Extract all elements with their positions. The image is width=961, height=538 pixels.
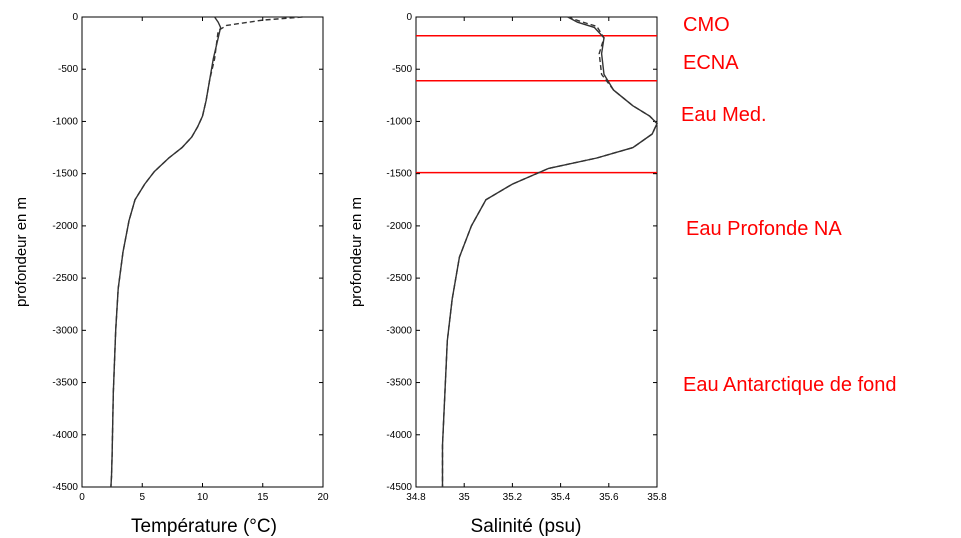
y-tick-label: -1500 [52,169,78,180]
y-tick-label: -4500 [386,482,412,493]
temperature-y-axis-label: profondeur en m [13,197,30,307]
temperature-x-ticks: 0 5 10 15 20 [79,17,329,503]
salinity-x-axis-label: Salinité (psu) [471,516,582,537]
temperature-profile-line-solid [110,16,222,488]
temperature-x-axis-label: Température (°C) [131,516,277,537]
label-ecna: ECNA [683,52,739,74]
water-mass-labels: CMO ECNA Eau Med. Eau Profonde NA Eau An… [681,14,897,396]
x-tick-label: 10 [197,492,209,503]
temperature-profile-line-dashed [110,16,303,488]
temperature-series [110,16,303,488]
x-tick-label: 20 [317,492,329,503]
temperature-panel: 0 -500 -1000 -1500 -2000 -2500 -3000 -3500 -4000… [13,12,329,537]
label-cmo: CMO [683,14,730,36]
y-tick-label: -3500 [52,378,78,389]
x-tick-label: 35 [459,492,471,503]
y-tick-label: -1000 [52,116,78,127]
label-eau-profonde-na: Eau Profonde NA [686,218,842,240]
salinity-plot-frame [415,16,658,488]
x-tick-label: 35.6 [599,492,619,503]
y-tick-label: -1000 [386,116,412,127]
y-tick-label: -3000 [386,325,412,336]
x-tick-label: 34.8 [406,492,426,503]
y-tick-label: -4000 [386,430,412,441]
y-tick-label: -2500 [52,273,78,284]
salinity-layer-boundaries [416,35,657,174]
y-tick-label: -2500 [386,273,412,284]
salinity-profile-line-solid [441,16,658,487]
salinity-y-ticks: 0 -500 -1000 -1500 -2000 -2500 -3000 -3500 -4000… [386,12,657,493]
temperature-y-ticks: 0 -500 -1000 -1500 -2000 -2500 -3000 -3500 -4000… [52,12,323,493]
x-tick-label: 15 [257,492,269,503]
salinity-panel: 0 -500 -1000 -1500 -2000 -2500 -3000 -3500 -4000… [348,12,667,537]
x-tick-label: 35.2 [503,492,523,503]
salinity-series [441,16,658,487]
salinity-profile-line-dashed [441,16,658,487]
x-tick-label: 35.8 [647,492,667,503]
y-tick-label: -1500 [386,169,412,180]
y-tick-label: -3500 [386,378,412,389]
y-tick-label: -500 [58,64,78,75]
y-tick-label: -2000 [52,221,78,232]
salinity-x-ticks: 34.8 35 35.2 35.4 35.6 35.8 [406,17,667,503]
y-tick-label: -500 [392,64,412,75]
salinity-y-axis-label: profondeur en m [348,197,365,307]
y-tick-label: 0 [72,12,78,23]
x-tick-label: 5 [139,492,145,503]
y-tick-label: -3000 [52,325,78,336]
y-tick-label: -4500 [52,482,78,493]
x-tick-label: 35.4 [551,492,571,503]
y-tick-label: -2000 [386,221,412,232]
label-eau-med: Eau Med. [681,104,767,126]
y-tick-label: -4000 [52,430,78,441]
x-tick-label: 0 [79,492,85,503]
y-tick-label: 0 [406,12,412,23]
temperature-plot-frame [81,16,324,488]
label-eau-antarctique-de-fond: Eau Antarctique de fond [683,374,897,396]
